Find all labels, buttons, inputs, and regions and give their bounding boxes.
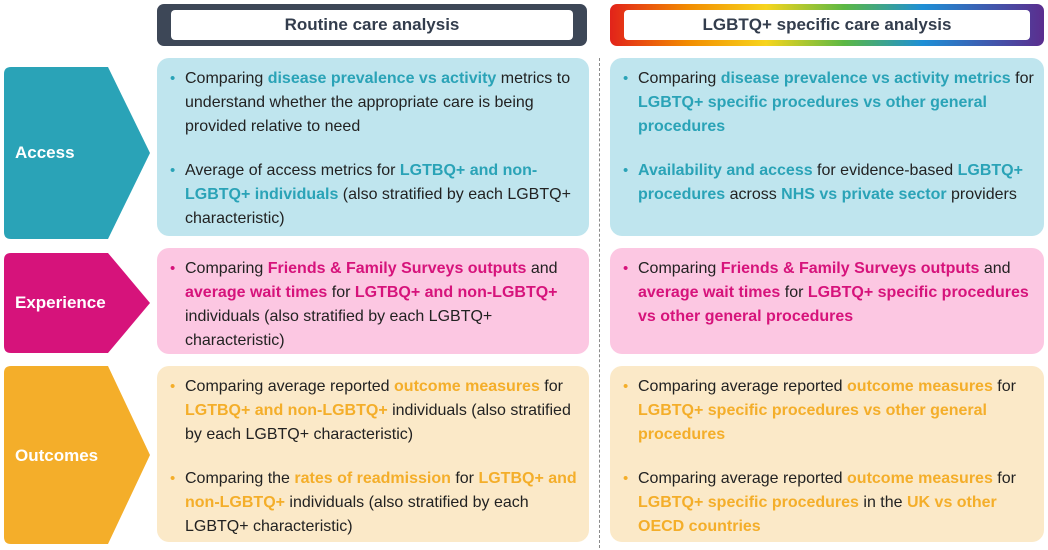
bullet-item: Average of access metrics for LGTBQ+ and… bbox=[170, 159, 579, 231]
highlighted-text: LGBTQ+ specific procedures vs other gene… bbox=[638, 284, 1029, 325]
highlighted-text: LGTBQ+ and non-LGBTQ+ bbox=[185, 402, 388, 419]
highlighted-text: average wait times bbox=[185, 284, 328, 301]
highlighted-text: rates of readmission bbox=[294, 470, 451, 487]
bullet-text: individuals (also stratified by each LGB… bbox=[185, 308, 493, 349]
experience-chevron bbox=[4, 253, 154, 353]
bullet-text: providers bbox=[946, 186, 1017, 203]
bullet-item: Comparing disease prevalence vs activity… bbox=[623, 67, 1034, 139]
outcomes-label: Outcomes bbox=[15, 446, 99, 465]
outcomes-lgbtq-box: Comparing average reported outcome measu… bbox=[610, 366, 1044, 542]
highlighted-text: LGBTQ+ specific procedures bbox=[638, 494, 859, 511]
access-routine-box: Comparing disease prevalence vs activity… bbox=[157, 58, 589, 236]
lgbtq-care-header-label: LGBTQ+ specific care analysis bbox=[624, 10, 1030, 40]
bullet-text: for bbox=[327, 284, 355, 301]
highlighted-text: outcome measures bbox=[847, 470, 993, 487]
bullet-text: for bbox=[780, 284, 808, 301]
bullet-text: and bbox=[526, 260, 558, 277]
bullet-text: Comparing the bbox=[185, 470, 295, 487]
highlighted-text: average wait times bbox=[638, 284, 781, 301]
bullet-text: for bbox=[1010, 70, 1034, 87]
routine-care-header: Routine care analysis bbox=[157, 4, 587, 46]
bullet-text: Comparing average reported bbox=[638, 378, 848, 395]
outcomes-routine-list: Comparing average reported outcome measu… bbox=[170, 375, 579, 539]
bullet-text: in the bbox=[858, 494, 907, 511]
bullet-item: Comparing average reported outcome measu… bbox=[170, 375, 579, 447]
bullet-text: Comparing bbox=[185, 70, 268, 87]
highlighted-text: Friends & Family Surveys outputs bbox=[720, 260, 980, 277]
outcomes-chevron bbox=[4, 366, 154, 544]
bullet-text: Comparing bbox=[638, 70, 721, 87]
access-chevron bbox=[4, 67, 154, 239]
access-lgbtq-list: Comparing disease prevalence vs activity… bbox=[623, 67, 1034, 207]
outcomes-routine-box: Comparing average reported outcome measu… bbox=[157, 366, 589, 542]
bullet-item: Comparing the rates of readmission for L… bbox=[170, 467, 579, 539]
bullet-text: for evidence-based bbox=[812, 162, 958, 179]
experience-lgbtq-list: Comparing Friends & Family Surveys outpu… bbox=[623, 257, 1034, 329]
bullet-item: Comparing average reported outcome measu… bbox=[623, 375, 1034, 447]
bullet-text: for bbox=[450, 470, 479, 487]
lgbtq-care-header: LGBTQ+ specific care analysis bbox=[610, 4, 1044, 46]
bullet-text: Comparing bbox=[638, 260, 721, 277]
bullet-text: Average of access metrics for bbox=[185, 162, 400, 179]
highlighted-text: disease prevalence vs activity bbox=[267, 70, 497, 87]
bullet-text: metrics to understand whether the approp… bbox=[185, 70, 571, 135]
highlighted-text: disease prevalence vs activity metrics bbox=[720, 70, 1011, 87]
bullet-text: for bbox=[992, 470, 1016, 487]
experience-routine-list: Comparing Friends & Family Surveys outpu… bbox=[170, 257, 579, 353]
highlighted-text: LGBTQ+ procedures bbox=[638, 162, 1023, 203]
bullet-text: Comparing average reported bbox=[638, 470, 848, 487]
highlighted-text: UK vs other OECD countries bbox=[638, 494, 997, 535]
access-routine-list: Comparing disease prevalence vs activity… bbox=[170, 67, 579, 231]
outcomes-lgbtq-list: Comparing average reported outcome measu… bbox=[623, 375, 1034, 539]
experience-lgbtq-box: Comparing Friends & Family Surveys outpu… bbox=[610, 248, 1044, 354]
bullet-text: Comparing bbox=[185, 260, 268, 277]
column-divider bbox=[599, 58, 600, 548]
highlighted-text: outcome measures bbox=[394, 378, 540, 395]
bullet-item: Availability and access for evidence-bas… bbox=[623, 159, 1034, 207]
bullet-text: individuals (also stratified by each LGB… bbox=[185, 494, 529, 535]
experience-label: Experience bbox=[15, 293, 106, 312]
highlighted-text: LGTBQ+ and non-LGBTQ+ bbox=[185, 470, 577, 511]
access-label: Access bbox=[15, 143, 75, 162]
highlighted-text: NHS vs private sector bbox=[781, 186, 947, 203]
highlighted-text: Friends & Family Surveys outputs bbox=[267, 260, 527, 277]
highlighted-text: LGTBQ+ and non-LGBTQ+ individuals bbox=[185, 162, 538, 203]
bullet-item: Comparing disease prevalence vs activity… bbox=[170, 67, 579, 139]
highlighted-text: LGTBQ+ and non-LGBTQ+ bbox=[354, 284, 558, 301]
bullet-text: across bbox=[725, 186, 782, 203]
highlighted-text: LGBTQ+ specific procedures vs other gene… bbox=[638, 94, 987, 135]
bullet-text: and bbox=[979, 260, 1011, 277]
highlighted-text: Availability and access bbox=[638, 162, 813, 179]
bullet-item: Comparing Friends & Family Surveys outpu… bbox=[623, 257, 1034, 329]
routine-care-header-label: Routine care analysis bbox=[171, 10, 573, 40]
bullet-text: (also stratified by each LGBTQ+ characte… bbox=[185, 186, 571, 227]
experience-routine-box: Comparing Friends & Family Surveys outpu… bbox=[157, 248, 589, 354]
highlighted-text: outcome measures bbox=[847, 378, 993, 395]
bullet-item: Comparing Friends & Family Surveys outpu… bbox=[170, 257, 579, 353]
bullet-text: for bbox=[539, 378, 563, 395]
access-lgbtq-box: Comparing disease prevalence vs activity… bbox=[610, 58, 1044, 236]
highlighted-text: LGBTQ+ specific procedures vs other gene… bbox=[638, 402, 987, 443]
bullet-item: Comparing average reported outcome measu… bbox=[623, 467, 1034, 539]
bullet-text: Comparing average reported bbox=[185, 378, 395, 395]
bullet-text: for bbox=[992, 378, 1016, 395]
bullet-text: individuals (also stratified by each LGB… bbox=[185, 402, 571, 443]
